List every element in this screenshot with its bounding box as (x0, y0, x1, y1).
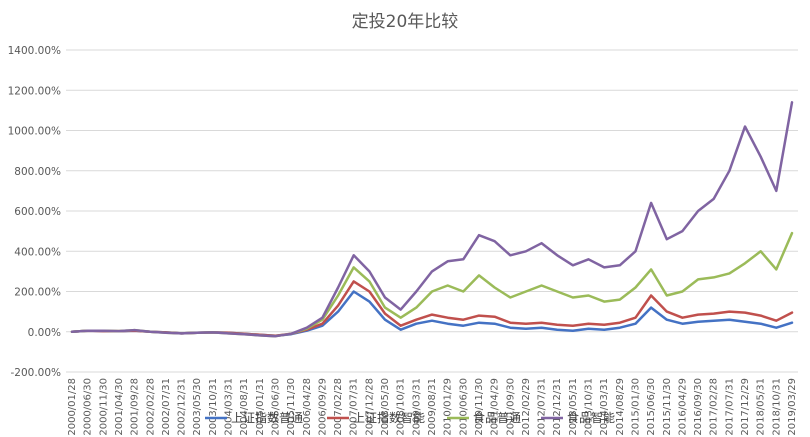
y-tick-label: 200.00% (14, 287, 61, 299)
x-tick-label: 2016/04/29 (677, 378, 688, 436)
x-tick-label: 2002/02/28 (145, 378, 156, 436)
y-axis-labels: -200.00% 0.00% 200.00% 400.00% 600.00% 800.00… (8, 45, 61, 379)
x-tick-label: 2009/08/31 (427, 378, 438, 436)
x-tick-label: 2017/02/28 (709, 378, 720, 436)
chart-title: 定投20年比较 (352, 12, 459, 32)
x-tick-label: 2009/03/31 (411, 378, 422, 436)
x-tick-label: 2010/01/29 (443, 378, 454, 436)
x-tick-label: 2019/03/29 (787, 378, 798, 436)
x-tick-label: 2005/01/31 (255, 378, 266, 436)
x-tick-label: 2001/09/28 (130, 378, 141, 436)
x-tick-label: 2017/07/31 (724, 378, 735, 436)
legend-label: 上证指数智能 (353, 410, 425, 425)
legend-label: 食品智能 (567, 410, 615, 425)
x-tick-label: 2012/02/29 (521, 378, 532, 436)
x-tick-label: 2018/10/31 (771, 378, 782, 436)
x-tick-label: 2000/11/30 (98, 378, 109, 436)
legend-label: 上证指数普通 (231, 410, 303, 425)
x-tick-label: 2017/12/29 (740, 378, 751, 436)
x-tick-label: 2010/06/30 (458, 378, 469, 436)
x-tick-label: 2016/09/30 (693, 378, 704, 436)
x-tick-label: 2011/09/30 (505, 378, 516, 436)
x-tick-label: 2006/09/29 (317, 378, 328, 436)
x-tick-label: 2008/10/31 (396, 378, 407, 436)
legend-item: 食品智能 (541, 410, 615, 425)
x-tick-label: 2012/12/31 (552, 378, 563, 436)
y-tick-label: 400.00% (14, 246, 61, 258)
x-tick-label: 2000/06/30 (83, 378, 94, 436)
x-tick-label: 2003/10/31 (208, 378, 219, 436)
x-tick-label: 2011/04/29 (490, 378, 501, 436)
x-tick-label: 2006/04/28 (302, 378, 313, 436)
y-tick-label: 1400.00% (8, 45, 61, 57)
x-tick-label: 2000/01/28 (67, 378, 78, 436)
x-tick-label: 2015/11/30 (662, 378, 673, 436)
x-tick-label: 2012/07/31 (537, 378, 548, 436)
x-tick-label: 2005/11/30 (286, 378, 297, 436)
x-axis-labels: 2000/01/28 2000/06/30 2000/11/30 2001/04/30… (67, 378, 798, 436)
legend-item: 食品普通 (447, 410, 521, 425)
x-tick-label: 2015/06/30 (646, 378, 657, 436)
x-tick-label: 2013/05/31 (568, 378, 579, 436)
y-tick-label: 0.00% (28, 327, 61, 339)
x-tick-label: 2018/05/31 (756, 378, 767, 436)
x-tick-label: 2014/03/31 (599, 378, 610, 436)
x-tick-label: 2008/05/30 (380, 378, 391, 436)
x-tick-label: 2004/08/31 (239, 378, 250, 436)
series-line-4 (70, 101, 794, 338)
x-tick-label: 2007/07/31 (349, 378, 360, 436)
x-tick-label: 2002/12/31 (177, 378, 188, 436)
legend-label: 食品普通 (473, 410, 521, 425)
legend: 上证指数普通 上证指数智能 食品普通 食品智能 (205, 410, 615, 425)
x-tick-label: 2013/10/31 (584, 378, 595, 436)
x-tick-label: 2004/03/31 (224, 378, 235, 436)
x-tick-label: 2014/08/29 (615, 378, 626, 436)
y-tick-label: 800.00% (14, 166, 61, 178)
legend-item: 上证指数智能 (327, 410, 425, 425)
x-tick-label: 2005/06/30 (270, 378, 281, 436)
series-lines (70, 101, 794, 338)
x-tick-label: 2007/02/28 (333, 378, 344, 436)
x-tick-label: 2003/05/30 (192, 378, 203, 436)
x-tick-label: 2007/12/28 (364, 378, 375, 436)
x-tick-label: 2010/11/30 (474, 378, 485, 436)
y-tick-label: 600.00% (14, 206, 61, 218)
x-tick-label: 2002/07/31 (161, 378, 172, 436)
legend-item: 上证指数普通 (205, 410, 303, 425)
grid-lines (66, 49, 798, 373)
y-tick-label: -200.00% (10, 367, 61, 379)
y-tick-label: 1200.00% (8, 85, 61, 97)
x-tick-label: 2001/04/30 (114, 378, 125, 436)
y-tick-label: 1000.00% (8, 126, 61, 138)
x-tick-label: 2015/01/30 (630, 378, 641, 436)
